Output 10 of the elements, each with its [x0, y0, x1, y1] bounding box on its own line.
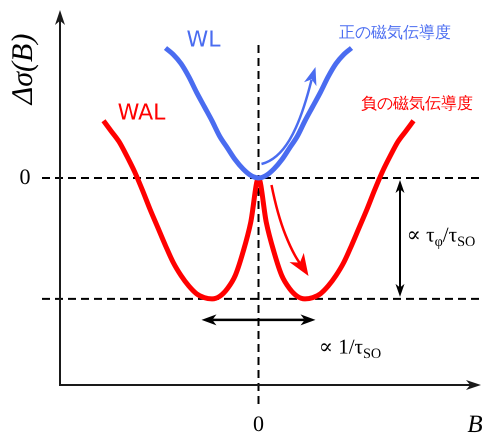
text: 正の磁気伝導度 — [339, 22, 451, 44]
x-axis-title: B — [467, 411, 483, 436]
ref-line-label: 0 — [20, 164, 30, 189]
text: ∝ 1/τ$_{SO}$ — [318, 334, 382, 362]
y-axis-title: Δσ(B) — [6, 34, 40, 104]
annotation: 負の磁気伝導度 — [361, 94, 473, 114]
series-label: WAL — [118, 100, 166, 126]
annotation: ∝ τ$_{φ}$/τ$_{SO}$ — [406, 222, 476, 250]
text: 0 — [253, 410, 264, 436]
series-label: WL — [186, 28, 221, 52]
